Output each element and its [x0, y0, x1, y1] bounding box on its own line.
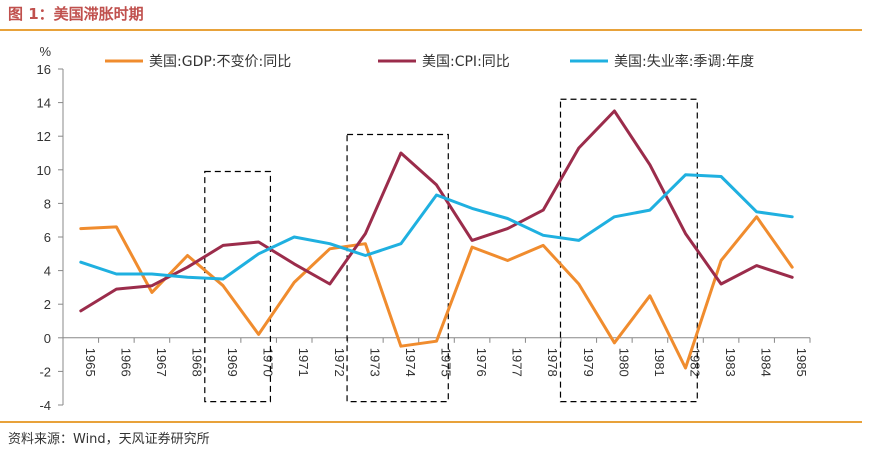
x-tick-label: 1972 — [332, 348, 347, 377]
x-tick-label: 1975 — [439, 348, 454, 377]
series-line-2 — [79, 109, 794, 313]
y-tick-label: 12 — [37, 129, 51, 144]
x-tick-label: 1965 — [83, 348, 98, 377]
x-tick-label: 1984 — [759, 348, 774, 377]
series-lines — [79, 109, 794, 370]
x-tick-label: 1973 — [367, 348, 382, 377]
y-tick-label: 14 — [37, 96, 51, 111]
legend-label-1: 美国:GDP:不变价:同比 — [149, 54, 291, 70]
chart-title: 图 1：美国滞胀时期 — [8, 5, 144, 23]
highlight-boxes — [204, 98, 698, 403]
x-tick-label: 1967 — [154, 348, 169, 377]
series-line-3 — [79, 173, 794, 281]
x-tick-label: 1983 — [723, 348, 738, 377]
y-tick-label: 6 — [44, 230, 51, 245]
x-tick-label: 1969 — [225, 348, 240, 377]
top-rule — [0, 29, 862, 31]
y-tick-label: 8 — [44, 196, 51, 211]
highlight-box — [346, 133, 449, 403]
y-tick-label: 4 — [44, 264, 51, 279]
x-tick-label: 1968 — [190, 348, 205, 377]
y-tick-label: -4 — [39, 398, 51, 413]
y-tick-label: 16 — [37, 62, 51, 77]
x-tick-label: 1981 — [652, 348, 667, 377]
y-tick-label: 2 — [44, 297, 51, 312]
x-tick-label: 1977 — [510, 348, 525, 377]
x-tick-label: 1979 — [581, 348, 596, 377]
legend-label-3: 美国:失业率:季调:年度 — [614, 53, 754, 70]
y-tick-label: 0 — [44, 331, 51, 346]
y-axis-label: % — [39, 44, 51, 59]
x-tick-label: 1976 — [474, 348, 489, 377]
y-tick-label: 10 — [37, 163, 51, 178]
chart-axes: -4 -2 0 2 4 6 8 10 12 14 16% 1965 1966 1967 1968 1969 19… — [37, 44, 811, 413]
series-line-1 — [79, 215, 794, 370]
x-tick-label: 1980 — [616, 348, 631, 377]
chart-legend: 美国:GDP:不变价:同比 美国:CPI:同比 美国:失业率:季调:年度 — [105, 53, 754, 70]
x-tick-label: 1985 — [794, 348, 809, 377]
legend-label-2: 美国:CPI:同比 — [422, 54, 510, 70]
y-tick-label: -2 — [39, 364, 51, 379]
bottom-rule — [0, 421, 862, 423]
source-note: 资料来源：Wind，天风证券研究所 — [8, 432, 210, 447]
x-tick-label: 1970 — [261, 348, 276, 377]
highlight-box — [204, 170, 272, 403]
x-tick-label: 1966 — [118, 348, 133, 377]
x-tick-label: 1978 — [545, 348, 560, 377]
x-tick-label: 1971 — [296, 348, 311, 377]
x-tick-label: 1974 — [403, 348, 418, 377]
